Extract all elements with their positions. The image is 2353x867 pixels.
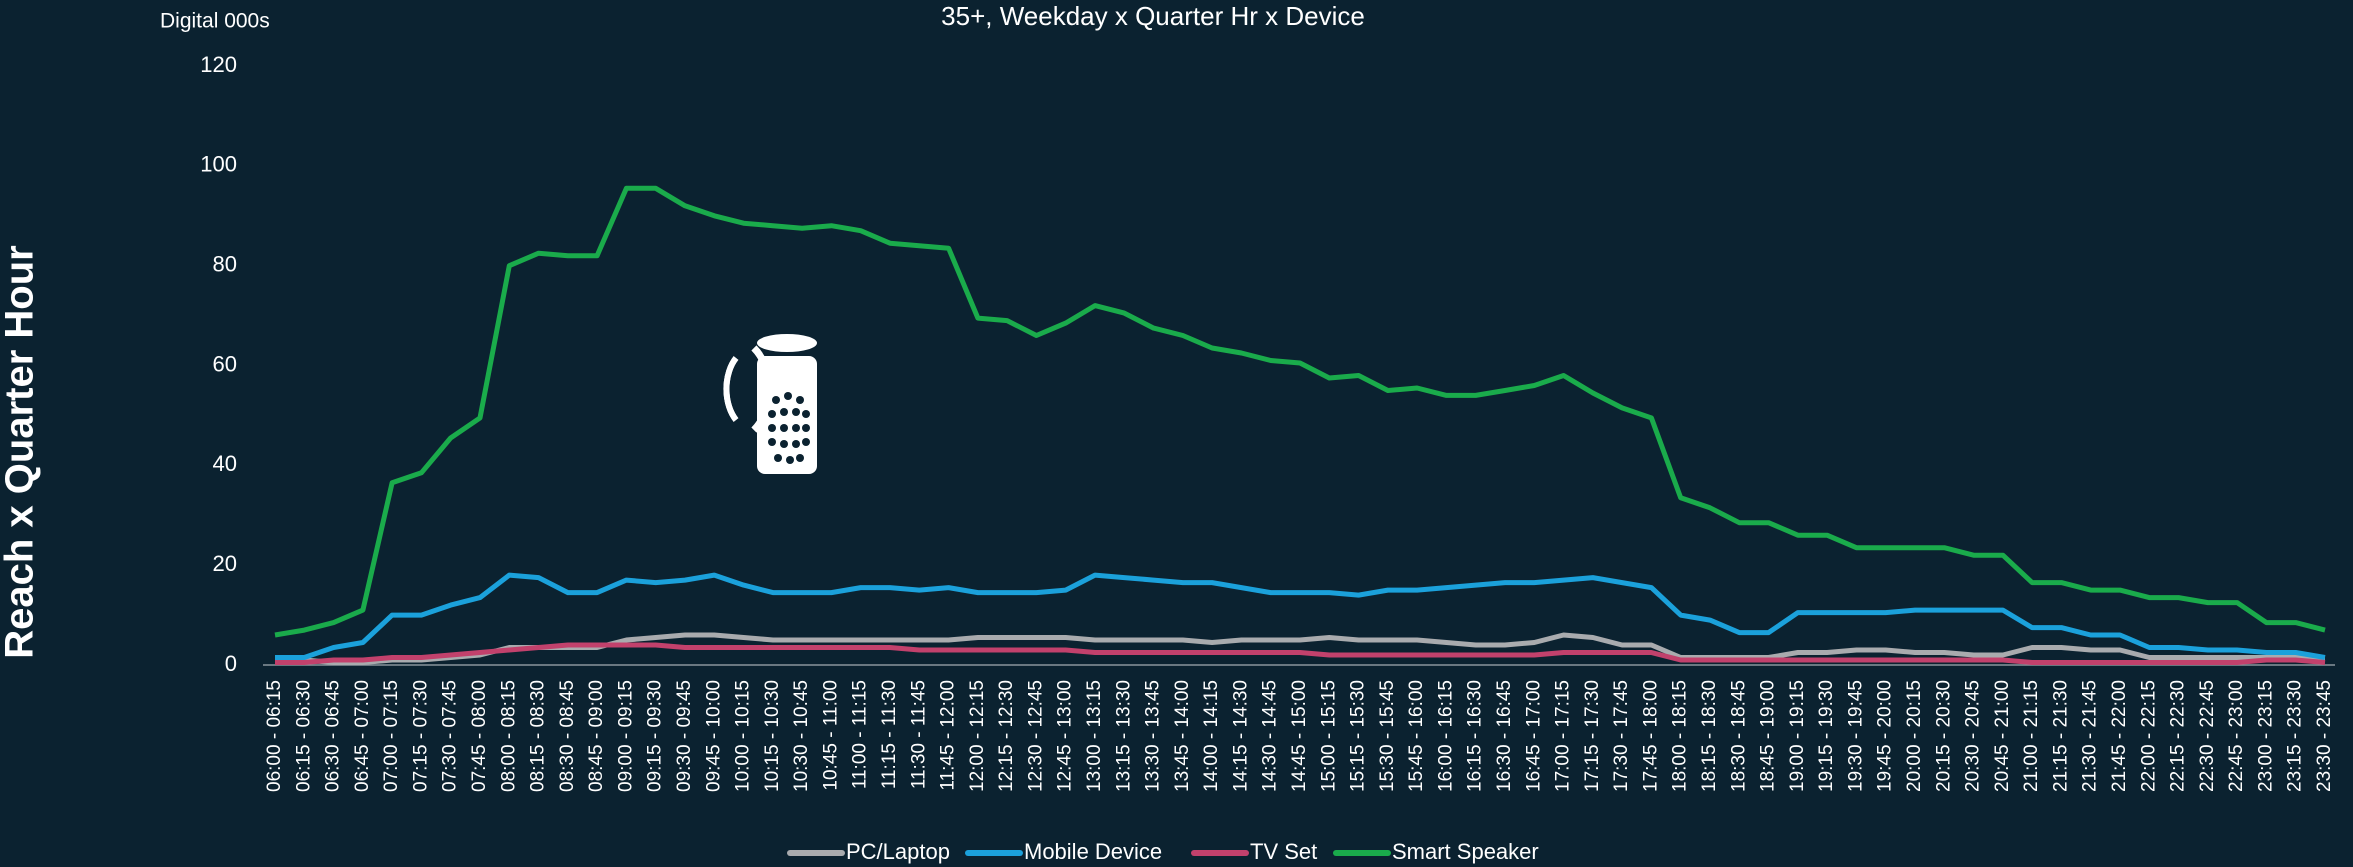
x-tick-label: 11:45 - 12:00: [938, 680, 959, 791]
x-tick-label: 11:15 - 11:30: [879, 680, 900, 789]
x-tick-label: 21:15 - 21:30: [2050, 680, 2071, 792]
x-tick-label: 07:45 - 08:00: [469, 680, 490, 792]
x-tick-label: 09:30 - 09:45: [674, 680, 695, 792]
legend-item: Mobile Device: [965, 839, 1162, 864]
y-tick-label: 60: [213, 351, 237, 376]
x-tick-label: 14:45 - 15:00: [1289, 680, 1310, 792]
x-tick-label: 19:45 - 20:00: [1875, 680, 1896, 792]
x-tick-label: 19:30 - 19:45: [1845, 680, 1866, 792]
x-tick-label: 22:00 - 22:15: [2138, 680, 2159, 792]
y-tick-label: 40: [213, 451, 237, 476]
x-tick-label: 21:00 - 21:15: [2021, 680, 2042, 792]
x-tick-label: 12:45 - 13:00: [1055, 680, 1076, 792]
x-tick-label: 16:45 - 17:00: [1523, 680, 1544, 792]
x-tick-label: 22:15 - 22:30: [2168, 680, 2189, 792]
series-line: [274, 185, 2326, 638]
x-tick-label: 10:45 - 11:00: [820, 680, 841, 791]
x-tick-label: 15:15 - 15:30: [1348, 680, 1369, 792]
x-tick-label: 18:15 - 18:30: [1699, 680, 1720, 792]
x-tick-label: 06:30 - 06:45: [323, 680, 344, 792]
x-tick-label: 13:45 - 14:00: [1172, 680, 1193, 792]
x-tick-label: 13:15 - 13:30: [1113, 680, 1134, 792]
x-tick-label: 19:00 - 19:15: [1787, 680, 1808, 792]
x-tick-label: 14:00 - 14:15: [1201, 680, 1222, 792]
x-tick-label: 17:45 - 18:00: [1640, 680, 1661, 792]
y-tick-label: 20: [213, 551, 237, 576]
x-tick-label: 12:15 - 12:30: [996, 680, 1017, 792]
x-tick-label: 12:00 - 12:15: [967, 680, 988, 792]
x-tick-label: 11:30 - 11:45: [908, 680, 929, 789]
x-tick-label: 16:30 - 16:45: [1494, 680, 1515, 792]
y-unit-label: Digital 000s: [160, 10, 270, 33]
x-tick-label: 14:15 - 14:30: [1230, 680, 1251, 792]
x-tick-label: 12:30 - 12:45: [1025, 680, 1046, 792]
x-tick-label: 06:15 - 06:30: [293, 680, 314, 792]
x-tick-label: 07:15 - 07:30: [410, 680, 431, 792]
legend-item: TV Set: [1191, 839, 1317, 864]
x-tick-label: 07:30 - 07:45: [440, 680, 461, 792]
x-tick-label: 23:15 - 23:30: [2285, 680, 2306, 792]
x-tick-label: 15:30 - 15:45: [1377, 680, 1398, 792]
x-tick-label: 23:00 - 23:15: [2255, 680, 2276, 792]
x-tick-label: 16:00 - 16:15: [1435, 680, 1456, 792]
x-tick-label: 21:30 - 21:45: [2080, 680, 2101, 792]
series-line: [275, 572, 2326, 660]
x-tick-label: 23:30 - 23:45: [2314, 680, 2335, 792]
y-tick-label: 0: [225, 651, 237, 676]
x-tick-label: 20:45 - 21:00: [1992, 680, 2013, 792]
x-tick-label: 19:15 - 19:30: [1816, 680, 1837, 792]
x-tick-label: 15:45 - 16:00: [1406, 680, 1427, 792]
x-tick-label: 09:00 - 09:15: [615, 680, 636, 792]
legend-label: PC/Laptop: [846, 839, 950, 864]
x-tick-label: 06:45 - 07:00: [352, 680, 373, 792]
x-tick-label: 09:45 - 10:00: [703, 680, 724, 792]
x-tick-label: 20:00 - 20:15: [1904, 680, 1925, 792]
y-tick-label: 80: [213, 251, 237, 276]
legend-label: Mobile Device: [1024, 839, 1162, 864]
x-tick-label: 21:45 - 22:00: [2109, 680, 2130, 792]
x-tick-label: 13:00 - 13:15: [1084, 680, 1105, 792]
x-tick-label: 17:00 - 17:15: [1553, 680, 1574, 792]
x-tick-label: 08:45 - 09:00: [586, 680, 607, 792]
x-tick-label: 08:15 - 08:30: [528, 680, 549, 792]
x-tick-label: 11:00 - 11:15: [850, 680, 871, 789]
x-tick-label: 13:30 - 13:45: [1143, 680, 1164, 792]
x-tick-label: 18:00 - 18:15: [1670, 680, 1691, 792]
x-tick-label: 10:30 - 10:45: [791, 680, 812, 792]
x-tick-label: 07:00 - 07:15: [381, 680, 402, 792]
speaker-icon: [723, 334, 817, 474]
chart-title: 35+, Weekday x Quarter Hr x Device: [941, 1, 1365, 31]
x-tick-label: 22:30 - 22:45: [2197, 680, 2218, 792]
x-tick-label: 15:00 - 15:15: [1318, 680, 1339, 792]
legend-item: PC/Laptop: [787, 839, 950, 864]
side-label: Reach x Quarter Hour: [0, 245, 42, 658]
x-tick-label: 09:15 - 09:30: [645, 680, 666, 792]
x-tick-label: 10:00 - 10:15: [733, 680, 754, 792]
x-tick-label: 20:30 - 20:45: [1963, 680, 1984, 792]
x-tick-label: 10:15 - 10:30: [762, 680, 783, 792]
series-line: [275, 642, 2326, 665]
x-tick-label: 18:45 - 19:00: [1758, 680, 1779, 792]
x-tick-label: 17:30 - 17:45: [1611, 680, 1632, 792]
x-tick-label: 22:45 - 23:00: [2226, 680, 2247, 792]
x-tick-label: 08:00 - 08:15: [498, 680, 519, 792]
legend-label: TV Set: [1250, 839, 1317, 864]
x-tick-label: 06:00 - 06:15: [264, 680, 285, 792]
x-tick-label: 17:15 - 17:30: [1582, 680, 1603, 792]
legend-item: Smart Speaker: [1333, 839, 1539, 864]
x-tick-label: 16:15 - 16:30: [1465, 680, 1486, 792]
y-tick-label: 100: [200, 152, 237, 177]
x-tick-label: 08:30 - 08:45: [557, 680, 578, 792]
x-tick-label: 18:30 - 18:45: [1728, 680, 1749, 792]
x-tick-label: 20:15 - 20:30: [1933, 680, 1954, 792]
x-tick-label: 14:30 - 14:45: [1260, 680, 1281, 792]
legend-label: Smart Speaker: [1392, 839, 1539, 864]
y-tick-label: 120: [200, 52, 237, 77]
